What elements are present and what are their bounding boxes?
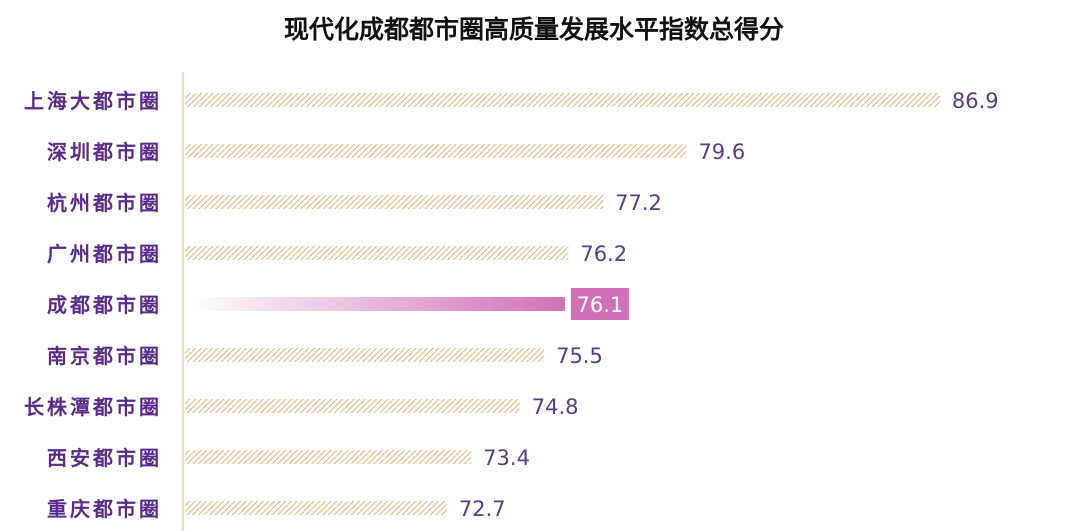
bar (185, 450, 472, 464)
bar (185, 399, 520, 413)
bar (185, 501, 447, 515)
bar (185, 93, 940, 107)
bar (185, 246, 569, 260)
category-label: 长株潭都市圈 (24, 395, 162, 419)
category-label: 深圳都市圈 (47, 140, 162, 164)
value-label: 73.4 (483, 446, 530, 470)
category-label: 西安都市圈 (47, 446, 162, 470)
category-label: 南京都市圈 (47, 344, 162, 368)
value-label: 79.6 (698, 140, 745, 164)
value-label: 75.5 (556, 344, 603, 368)
bar (185, 144, 687, 158)
category-label: 广州都市圈 (47, 242, 162, 266)
category-label: 重庆都市圈 (47, 497, 162, 521)
value-label: 72.7 (459, 497, 506, 521)
bar (185, 195, 604, 209)
category-label: 杭州都市圈 (47, 191, 162, 215)
value-label: 86.9 (952, 89, 999, 113)
value-label: 76.2 (580, 242, 627, 266)
value-label: 76.1 (577, 293, 624, 317)
bar-highlight (185, 297, 565, 311)
value-label: 77.2 (615, 191, 662, 215)
value-label: 74.8 (532, 395, 579, 419)
bar (185, 348, 545, 362)
chart-title: 现代化成都都市圈高质量发展水平指数总得分 (283, 15, 784, 44)
value-label-bg (570, 288, 629, 320)
category-label: 上海大都市圈 (24, 89, 162, 113)
category-label: 成都都市圈 (47, 293, 162, 317)
